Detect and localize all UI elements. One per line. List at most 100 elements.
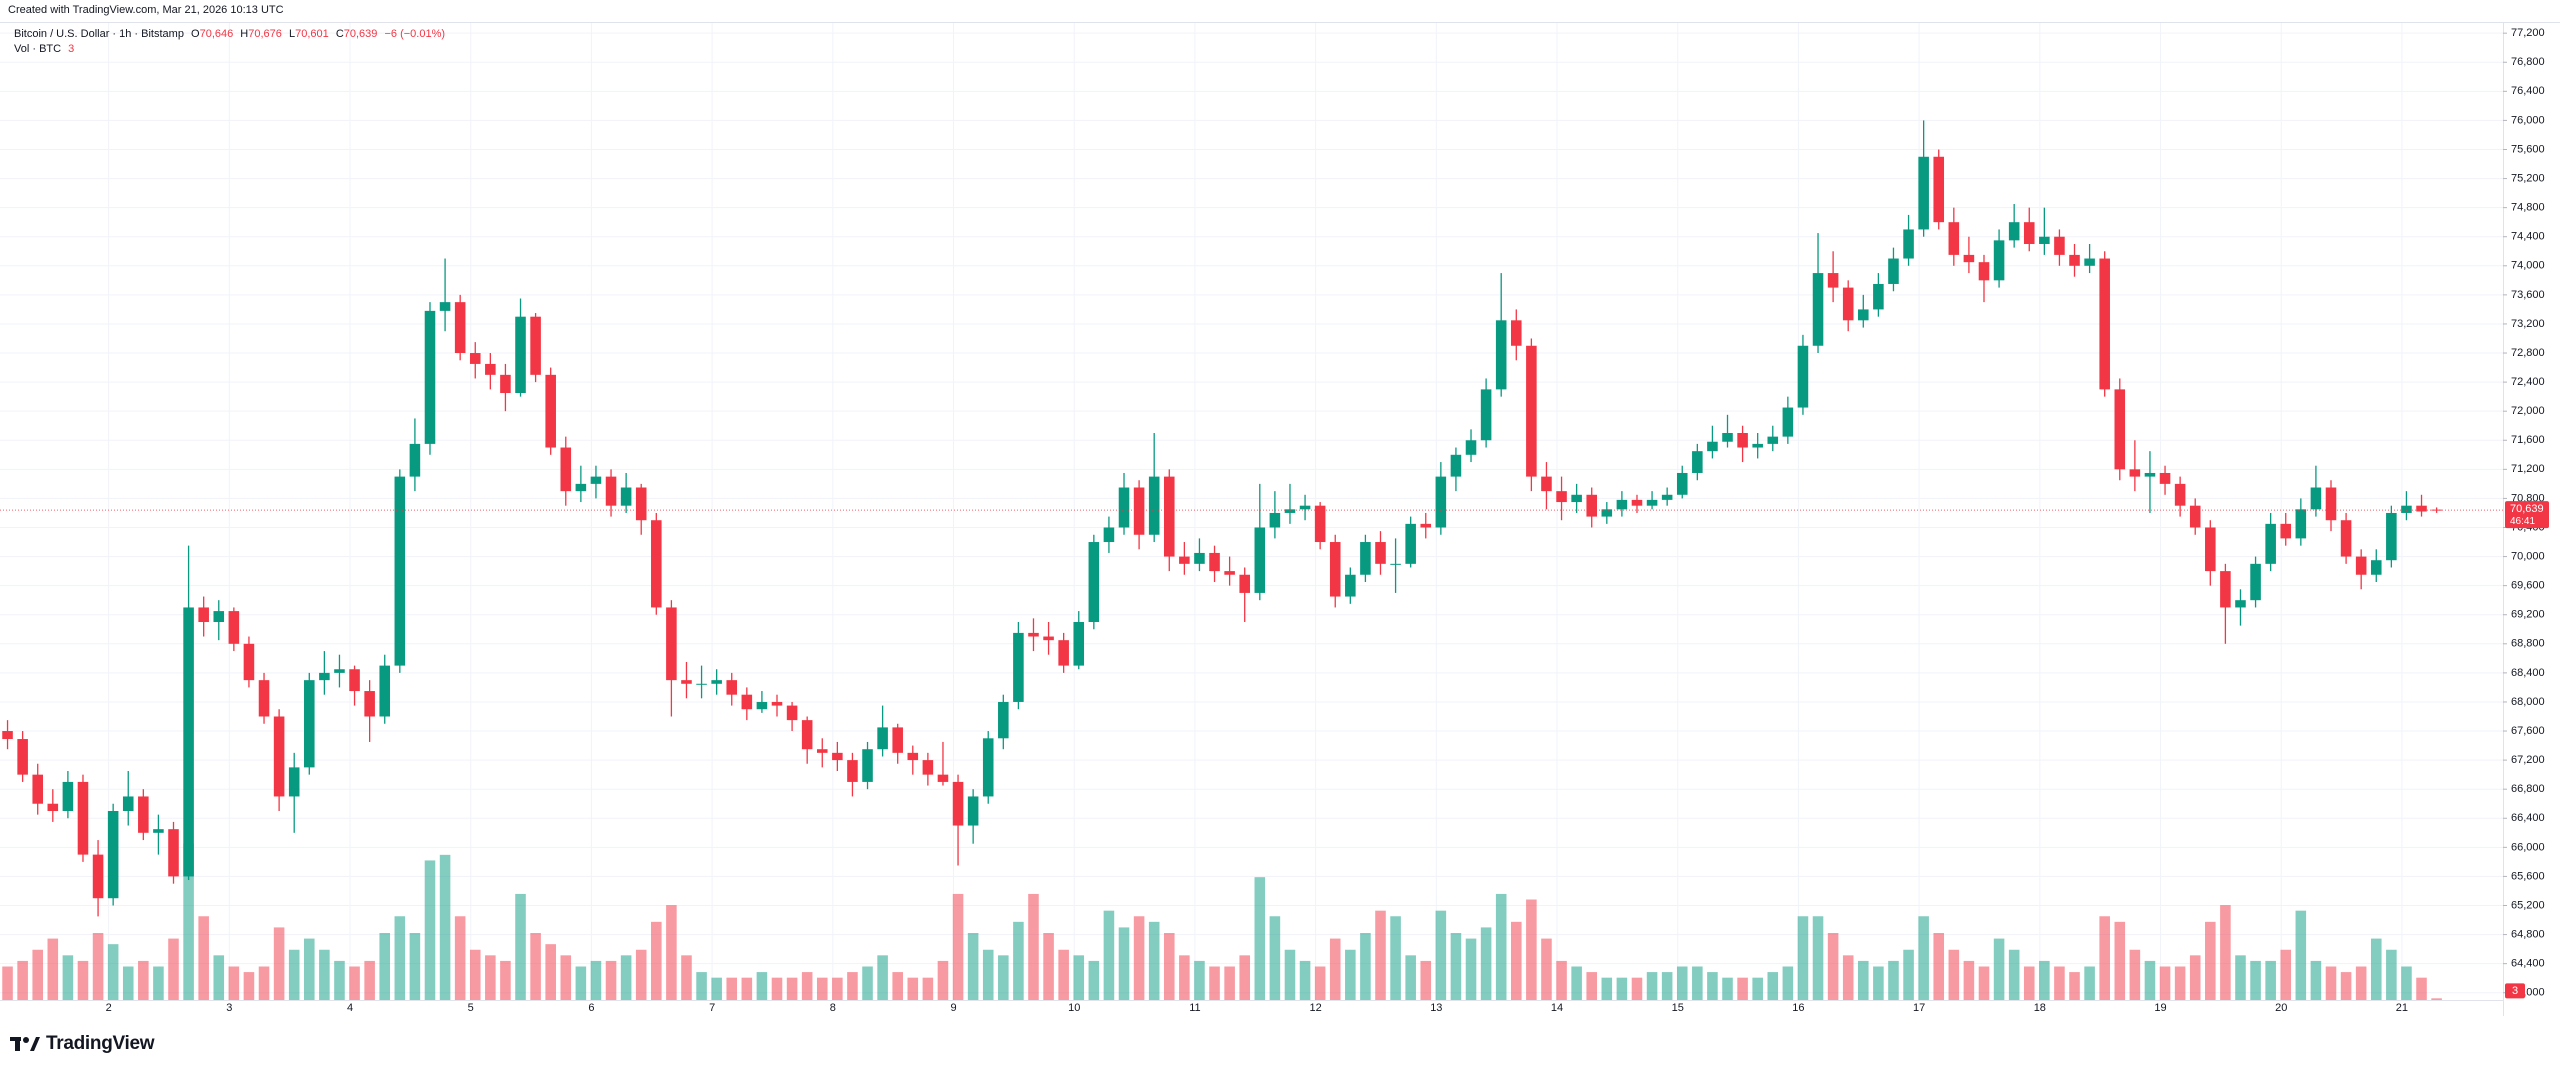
volume-bar: [1571, 966, 1582, 1000]
volume-bar: [1435, 910, 1447, 1000]
volume-bar: [1918, 916, 1929, 1000]
candle-body: [681, 680, 692, 684]
y-tick-label: 75,600: [2511, 143, 2545, 155]
candle-body: [1179, 556, 1190, 564]
volume-bar: [2340, 972, 2352, 1000]
countdown: 46:41: [2510, 516, 2535, 527]
volume-bar: [1133, 916, 1145, 1000]
volume-bar: [2159, 966, 2171, 1000]
candle-body: [1405, 523, 1416, 564]
candle-body: [2310, 487, 2322, 510]
volume-bar: [2401, 966, 2412, 1000]
volume-row: Vol · BTC 3: [14, 42, 449, 57]
volume-bar: [1073, 955, 1085, 1000]
volume-bar: [1239, 955, 1250, 1000]
low-prefix: L: [288, 28, 296, 40]
volume-bar: [1224, 966, 1235, 1000]
volume-bar: [2054, 966, 2065, 1000]
candle-body: [575, 483, 587, 492]
x-tick-label: 15: [1672, 1002, 1684, 1014]
candle-body: [967, 796, 979, 826]
volume-bar: [1209, 966, 1220, 1000]
volume-bar: [1013, 921, 1024, 1000]
candle-body: [1646, 499, 1658, 506]
volume-bar: [998, 955, 1009, 1000]
candle-body: [560, 447, 572, 492]
volume-bar: [243, 972, 255, 1000]
candle-body: [1948, 222, 1960, 255]
candle-body: [1842, 287, 1854, 321]
candle-body: [2023, 222, 2035, 244]
volume-bar: [122, 966, 134, 1000]
y-tick-label: 69,600: [2511, 580, 2545, 592]
candle-body: [258, 680, 270, 717]
symbol[interactable]: Bitcoin / U.S. Dollar · 1h · Bitstamp: [14, 28, 184, 40]
volume-bar: [1179, 955, 1190, 1000]
volume-bar: [1375, 910, 1386, 1000]
y-tick-label: 66,400: [2511, 812, 2545, 824]
volume-bar: [1088, 960, 1100, 1000]
close-prefix: C: [335, 28, 344, 40]
volume-bar: [2114, 921, 2126, 1000]
volume-bar: [847, 972, 858, 1000]
volume-bar: [1254, 877, 1266, 1000]
candle-body: [2220, 571, 2231, 608]
volume-bar: [153, 966, 164, 1000]
x-tick-label: 7: [709, 1002, 715, 1014]
volume-bar: [349, 966, 360, 1000]
brand: TradingView: [46, 1033, 155, 1054]
candle-body: [273, 716, 285, 797]
volume-bar: [2189, 955, 2201, 1000]
candle-body: [1631, 499, 1643, 506]
x-tick-label: 4: [347, 1002, 353, 1014]
volume-bar: [786, 977, 798, 1000]
candle-body: [711, 680, 722, 684]
volume-bar: [892, 972, 903, 1000]
candle-body: [1480, 389, 1492, 441]
price-pane: [0, 120, 2503, 917]
x-tick-label: 3: [226, 1002, 232, 1014]
volume-bar: [2416, 977, 2427, 1000]
candle-body: [1933, 156, 1945, 223]
volume-bar: [1526, 899, 1537, 1000]
volume-bar: [364, 960, 375, 1000]
volume-bar: [1827, 933, 1839, 1000]
candle-body: [92, 854, 104, 899]
volume-bar: [832, 977, 843, 1000]
volume-bar: [77, 960, 89, 1000]
y-tick-label: 71,600: [2511, 434, 2545, 446]
candle-body: [2280, 523, 2292, 539]
candle-body: [2144, 472, 2156, 477]
x-tick-label: 6: [588, 1002, 594, 1014]
chart: 64,00064,40064,80065,20065,60066,00066,4…: [0, 22, 2560, 1016]
volume-bar: [651, 921, 662, 1000]
candle-body: [485, 363, 496, 375]
volume-bar: [1284, 949, 1296, 1000]
candle-body: [1601, 509, 1613, 517]
candle-body: [47, 803, 59, 811]
candle-body: [1148, 476, 1160, 535]
volume-bar: [439, 854, 451, 1000]
candle-body: [228, 611, 240, 644]
volume-bar: [1495, 893, 1507, 1000]
candle-body: [651, 520, 662, 608]
candle-body: [1827, 273, 1839, 288]
candle-body: [816, 749, 828, 753]
candle-body: [1435, 476, 1447, 528]
volume-bar: [258, 966, 270, 1000]
y-tick-label: 72,000: [2511, 405, 2545, 417]
y-tick-label: 72,800: [2511, 347, 2545, 359]
volume-title[interactable]: Vol · BTC: [14, 43, 62, 55]
candle-body: [530, 316, 541, 375]
candle-body: [1918, 156, 1929, 230]
volume-bar: [590, 960, 602, 1000]
candle-body: [1450, 454, 1462, 477]
candle-body: [1013, 632, 1024, 702]
candle-body: [364, 691, 375, 717]
x-tick-label: 14: [1551, 1002, 1563, 1014]
symbol-row: Bitcoin / U.S. Dollar · 1h · Bitstamp O7…: [14, 27, 449, 42]
volume-bar: [168, 938, 179, 1000]
x-tick-label: 21: [2396, 1002, 2408, 1014]
volume-bar: [726, 977, 738, 1000]
candle-body: [907, 752, 919, 761]
